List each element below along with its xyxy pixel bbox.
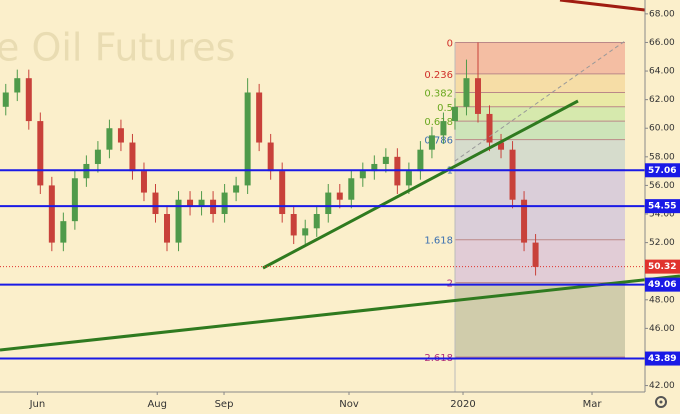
- candle-body: [129, 142, 136, 172]
- candle-body: [94, 149, 101, 164]
- level-tag-label: 43.89: [648, 354, 676, 364]
- y-tick-label: 60.00: [649, 124, 675, 134]
- candle-body: [463, 78, 470, 107]
- candle-body: [417, 149, 424, 172]
- y-tick-label: 48.00: [649, 295, 675, 305]
- candle-body: [187, 199, 194, 207]
- candle-body: [233, 185, 240, 193]
- candle-body: [336, 192, 343, 200]
- candle-body: [267, 142, 274, 172]
- level-group: [0, 169, 645, 360]
- candle-body: [486, 113, 493, 143]
- candle-body: [498, 142, 505, 150]
- candle-body: [221, 192, 228, 215]
- candle-body: [382, 156, 389, 164]
- trend-line: [262, 99, 579, 270]
- candle-body: [302, 228, 309, 236]
- candle-body: [313, 214, 320, 229]
- fib-label: 0.618: [424, 117, 453, 128]
- candle-body: [175, 199, 182, 243]
- fib-band: [455, 106, 625, 122]
- gear-hub[interactable]: [659, 400, 663, 404]
- x-tick-label: Aug: [147, 399, 167, 410]
- candle-body: [325, 192, 332, 215]
- x-tick-label: Nov: [339, 399, 359, 410]
- y-tick-label: 46.00: [649, 324, 675, 334]
- level-tag-label: 54.55: [648, 202, 676, 212]
- candle-body: [509, 149, 516, 200]
- tag-group: 57.06 54.55 49.06 43.89 50.32: [645, 163, 680, 366]
- candle-body: [117, 128, 124, 143]
- level-tag: [645, 351, 680, 366]
- y-tick-label: 62.00: [649, 95, 675, 105]
- fib-band: [455, 139, 625, 170]
- candle-body: [428, 135, 435, 150]
- candle-body: [60, 221, 67, 243]
- fib-band: [455, 42, 625, 74]
- fib-label: 0.382: [424, 88, 453, 99]
- candle-body: [2, 92, 9, 107]
- candle-body: [451, 106, 458, 122]
- y-tick-label: 42.00: [649, 381, 675, 391]
- y-tick-label: 68.00: [649, 9, 675, 19]
- watermark: e Oil Futures: [0, 26, 235, 70]
- fib-label: 0: [447, 38, 453, 49]
- candle-body: [164, 214, 171, 243]
- y-tick-label: 52.00: [649, 238, 675, 248]
- candle-body: [140, 171, 147, 193]
- x-tick-label: Sep: [215, 399, 234, 410]
- trend-line: [559, 0, 646, 12]
- candle-body: [198, 199, 205, 207]
- y-tick-label: 58.00: [649, 152, 675, 162]
- candle-body: [371, 163, 378, 172]
- candle-body: [290, 214, 297, 236]
- candle-body: [48, 185, 55, 243]
- fib-label: 1.618: [424, 236, 453, 247]
- level-tag: [645, 277, 680, 292]
- settings-icon[interactable]: [655, 396, 667, 408]
- fib-label: 0.5: [437, 103, 453, 114]
- candle-body: [474, 78, 481, 114]
- fib-band: [455, 169, 625, 240]
- x-tick-label: Mar: [583, 399, 603, 410]
- y-tick-label: 64.00: [649, 67, 675, 77]
- fib-label: 0.236: [424, 70, 453, 81]
- fib-band: [455, 73, 625, 93]
- candle-body: [521, 199, 528, 243]
- gear[interactable]: [655, 396, 667, 408]
- candles-group: [2, 42, 539, 276]
- candle-body: [359, 171, 366, 179]
- y-tick-label: 66.00: [649, 38, 675, 48]
- candle-body: [348, 178, 355, 200]
- fib-band: [455, 92, 625, 107]
- candle-body: [532, 242, 539, 267]
- fib-band: [455, 121, 625, 140]
- level-tag-label: 57.06: [648, 166, 676, 176]
- candle-body: [71, 178, 78, 222]
- candle-body: [37, 121, 44, 186]
- fib-label: 0.786: [424, 136, 453, 147]
- candle-body: [440, 121, 447, 136]
- x-tick-label: 2020: [450, 399, 475, 410]
- trend-line: [0, 274, 680, 352]
- candle-body: [25, 78, 32, 122]
- candle-body: [244, 92, 251, 186]
- level-tag-label: 49.06: [648, 280, 676, 290]
- candle-body: [152, 192, 159, 215]
- candle-body: [405, 171, 412, 186]
- level-tag: [645, 163, 680, 178]
- candle-body: [14, 78, 21, 93]
- candle-body: [106, 128, 113, 150]
- last-price-tag: [645, 259, 680, 274]
- y-tick-label: 54.00: [649, 210, 675, 220]
- candle-body: [279, 171, 286, 215]
- x-tick-label: Jun: [29, 399, 46, 410]
- fib-band: [455, 282, 625, 357]
- y-tick-label: 56.00: [649, 181, 675, 191]
- level-tag: [645, 199, 680, 214]
- candle-body: [256, 92, 263, 143]
- last-price-label: 50.32: [648, 262, 676, 272]
- fib-band: [455, 239, 625, 283]
